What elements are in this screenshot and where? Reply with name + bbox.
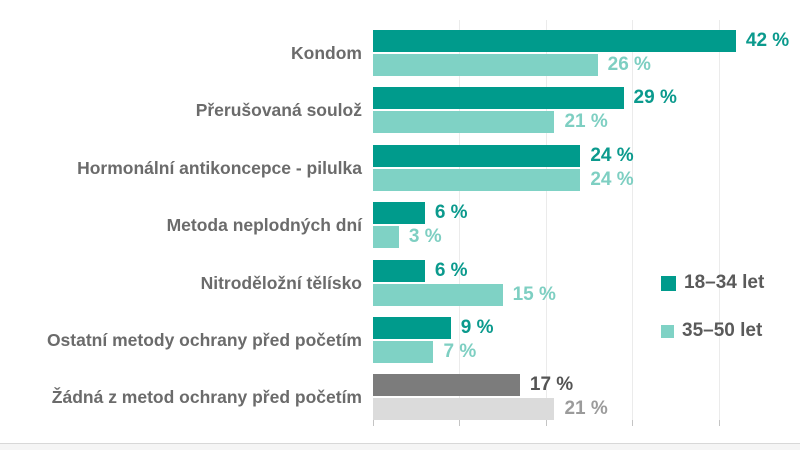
bar-18-34-let-nitrodelozni-telisko bbox=[373, 259, 425, 282]
value-label-35-50-let-kondom: 26 % bbox=[607, 54, 651, 75]
bar-35-50-let-ostatni-metody-ochrany-pred-pocetim bbox=[373, 341, 434, 363]
gridline-40 bbox=[718, 20, 720, 420]
bar-18-34-let-metoda-neplodnych-dni bbox=[373, 202, 425, 225]
value-label-18-34-let-ostatni-metody-ochrany-pred-pocetim: 9 % bbox=[460, 317, 494, 338]
bar-18-34-let-ostatni-metody-ochrany-pred-pocetim bbox=[373, 317, 451, 339]
legend-swatch-18-34 bbox=[661, 275, 676, 291]
category-label-kondom: Kondom bbox=[291, 43, 362, 63]
bar-35-50-let-metoda-neplodnych-dni bbox=[373, 226, 399, 249]
legend-entry-18-34: 18–34 let bbox=[661, 272, 764, 294]
axis-tick-40 bbox=[718, 420, 720, 426]
gridline-20 bbox=[545, 20, 547, 420]
category-label-prerusovana-souloz: Přerušovaná soulož bbox=[195, 100, 362, 121]
bar-35-50-let-prerusovana-souloz bbox=[373, 111, 555, 134]
bar-18-34-let-prerusovana-souloz bbox=[373, 87, 624, 110]
category-label-hormonalni-antikoncepce-pilulka: Hormonální antikoncepce - pilulka bbox=[77, 157, 362, 178]
category-label-zadna-z-metod-ochrany-pred-pocetim: Žádná z metod ochrany před početím bbox=[51, 387, 362, 408]
category-label-ostatni-metody-ochrany-pred-pocetim: Ostatní metody ochrany před početím bbox=[46, 330, 362, 350]
legend-swatch-35-50 bbox=[661, 324, 674, 338]
value-label-35-50-let-nitrodelozni-telisko: 15 % bbox=[512, 283, 556, 305]
legend-label-35-50: 35–50 let bbox=[682, 320, 763, 341]
axis-tick-20 bbox=[545, 420, 547, 426]
legend-entry-35-50: 35–50 let bbox=[661, 320, 762, 342]
category-label-nitrodelozni-telisko: Nitroděložní tělísko bbox=[200, 272, 362, 293]
value-label-35-50-let-prerusovana-souloz: 21 % bbox=[564, 111, 608, 133]
axis-tick-30 bbox=[632, 420, 634, 426]
bottom-edge-strip bbox=[0, 443, 800, 450]
axis-tick-10 bbox=[459, 420, 461, 426]
category-label-metoda-neplodnych-dni: Metoda neplodných dní bbox=[166, 215, 362, 236]
bar-18-34-let-zadna-z-metod-ochrany-pred-pocetim bbox=[373, 374, 520, 397]
value-label-18-34-let-nitrodelozni-telisko: 6 % bbox=[434, 259, 468, 281]
value-label-18-34-let-kondom: 42 % bbox=[745, 30, 790, 51]
bar-35-50-let-nitrodelozni-telisko bbox=[373, 283, 503, 306]
value-label-35-50-let-ostatni-metody-ochrany-pred-pocetim: 7 % bbox=[443, 341, 477, 362]
value-label-18-34-let-metoda-neplodnych-dni: 6 % bbox=[434, 202, 468, 224]
bar-35-50-let-kondom bbox=[373, 54, 598, 76]
legend-label-18-34: 18–34 let bbox=[684, 272, 765, 293]
value-label-35-50-let-metoda-neplodnych-dni: 3 % bbox=[408, 226, 442, 248]
value-label-18-34-let-prerusovana-souloz: 29 % bbox=[633, 87, 677, 109]
axis-tick-0 bbox=[373, 420, 374, 426]
value-label-35-50-let-hormonalni-antikoncepce-pilulka: 24 % bbox=[590, 168, 634, 190]
gridline-30 bbox=[632, 20, 634, 420]
value-label-35-50-let-zadna-z-metod-ochrany-pred-pocetim: 21 % bbox=[564, 398, 608, 420]
bar-35-50-let-hormonalni-antikoncepce-pilulka bbox=[373, 168, 581, 191]
value-label-18-34-let-hormonalni-antikoncepce-pilulka: 24 % bbox=[590, 144, 634, 166]
value-label-18-34-let-zadna-z-metod-ochrany-pred-pocetim: 17 % bbox=[529, 374, 574, 396]
bar-18-34-let-kondom bbox=[373, 30, 736, 52]
bar-18-34-let-hormonalni-antikoncepce-pilulka bbox=[373, 144, 581, 167]
bar-35-50-let-zadna-z-metod-ochrany-pred-pocetim bbox=[373, 398, 555, 421]
gridline-10 bbox=[459, 20, 461, 420]
